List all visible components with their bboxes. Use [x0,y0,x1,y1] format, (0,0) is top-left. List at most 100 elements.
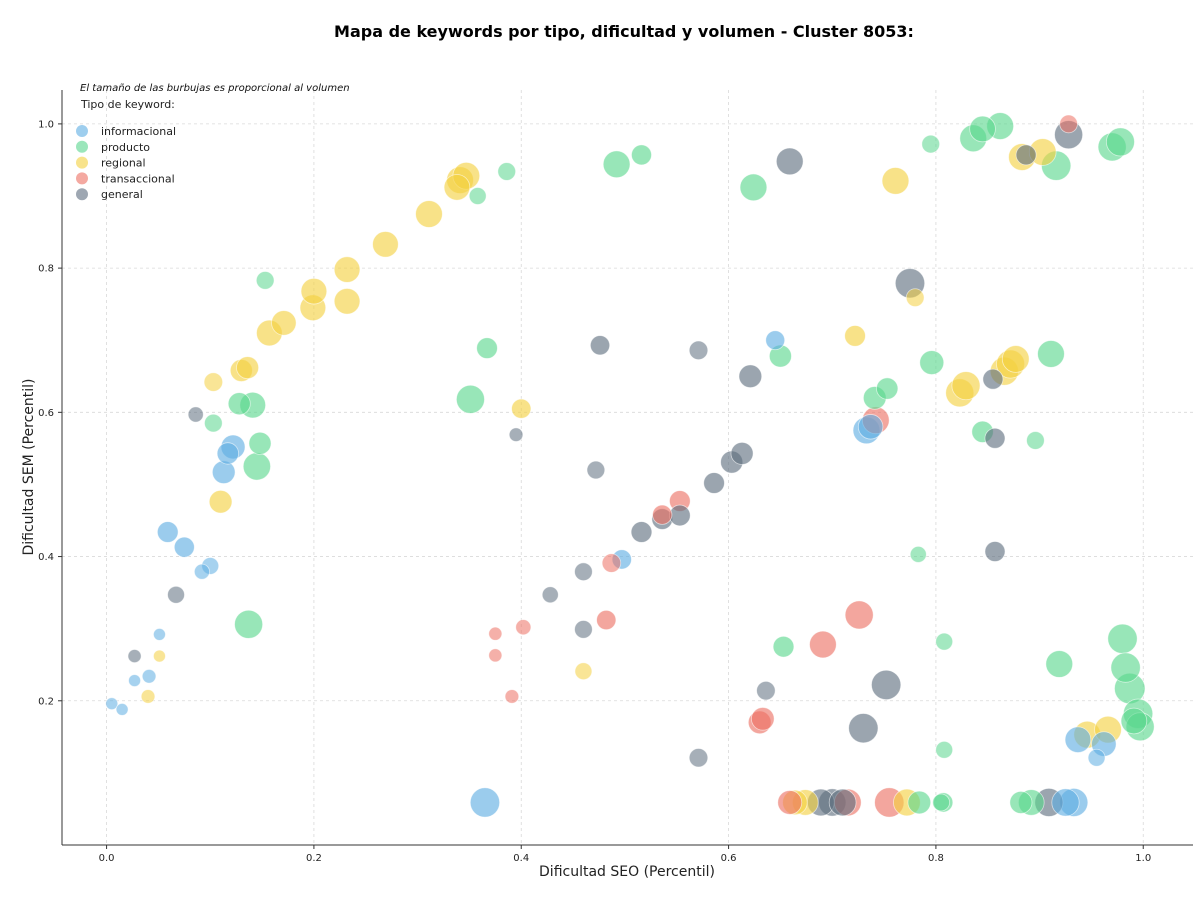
bubble-regional [443,174,471,201]
bubble-producto [1105,127,1135,157]
bubble-general [589,335,611,356]
bubble-producto [969,115,996,143]
legend-label-regional: regional [101,157,146,170]
bubble-regional [1001,345,1030,373]
bubble-informacional [1064,726,1092,753]
bubble-general [984,427,1006,449]
legend: Tipo de keyword: informacional producto re… [76,98,176,201]
axes [61,90,1193,846]
bubble-producto [497,162,517,181]
bubble-transaccional [515,619,532,636]
bubble-informacional [211,460,236,484]
bubble-general [669,504,691,527]
legend-title: Tipo de keyword: [80,98,175,111]
bubble-regional [300,277,328,305]
bubble-regional [881,167,910,195]
bubble-producto [602,150,631,179]
bubble-informacional [857,414,884,440]
bubble-regional [333,256,361,283]
bubble-general [167,585,185,604]
bubble-producto [919,350,945,375]
bubble-producto [907,790,932,815]
bubble-regional [844,325,866,347]
bubble-producto [476,337,498,359]
bubble-producto [1026,431,1045,450]
bubble-producto [935,740,954,759]
bubble-producto [468,187,487,205]
x-axis-label: Dificultad SEO (Percentil) [539,864,715,880]
y-axis-label: Dificultad SEM (Percentil) [21,379,37,556]
bubble-general [1015,144,1037,166]
bubble-producto [1110,652,1141,683]
bubble-informacional [156,521,179,543]
bubble-general [688,748,709,768]
legend-marker-general [76,188,88,201]
bubble-general [756,680,776,701]
bubble-transaccional [1059,114,1078,134]
bubble-producto [1037,340,1065,368]
bubble-informacional [1051,788,1080,817]
bubble-producto [227,392,251,416]
bubble-regional [203,372,224,392]
bubble-regional [415,200,443,228]
bubble-general [982,368,1004,390]
bubble-producto [1045,650,1074,678]
bubble-regional [271,310,297,336]
legend-marker-informacional [76,125,88,137]
legend-marker-producto [76,140,88,153]
x-tick-label: 0.6 [721,853,737,864]
bubble-general [703,472,725,494]
bubble-informacional [765,330,786,351]
x-tick-label: 1.0 [1135,853,1151,864]
x-ticks: 0.0 0.2 0.4 0.6 0.8 1.0 [99,845,1151,864]
bubble-producto [204,413,223,433]
legend-label-producto: producto [101,141,150,154]
bubble-producto [242,452,271,481]
bubble-producto [909,545,927,563]
bubble-transaccional [488,626,503,641]
bubble-regional [333,288,361,315]
bubble-transaccional [504,689,520,704]
bubble-producto [1120,707,1148,735]
x-tick-label: 0.4 [513,853,529,864]
bubble-transaccional [652,504,673,525]
bubble-producto [631,144,652,166]
bubble-regional [905,288,925,307]
bubble-general [187,406,204,423]
bubble-regional [208,489,233,514]
bubble-general [127,649,142,664]
bubble-informacional [153,628,166,641]
bubble-regional [140,689,156,704]
bubble-informacional [193,563,210,580]
chart-title: Mapa de keywords por tipo, dificultad y … [334,22,914,41]
bubble-producto [1107,623,1138,654]
bubble-general [775,147,804,176]
bubble-general [848,713,879,744]
bubble-producto [935,632,954,651]
bubble-transaccional [751,707,775,731]
bubbles [105,112,1155,818]
bubble-general [688,340,709,361]
y-tick-label: 0.6 [38,408,54,419]
bubble-general [508,427,524,442]
bubble-general [871,669,902,701]
bubble-regional [153,649,166,663]
bubble-general [541,586,559,604]
bubble-informacional [115,703,129,716]
bubble-general [738,364,763,389]
bubble-general [574,620,593,639]
x-tick-label: 0.2 [306,853,322,864]
legend-label-informacional: informacional [101,125,176,138]
bubble-general [574,562,593,581]
bubble-transaccional [844,600,874,630]
bubble-producto [932,793,950,812]
y-tick-label: 0.4 [38,552,54,563]
bubble-general [586,460,606,480]
legend-label-general: general [101,188,143,201]
bubble-producto [772,635,795,658]
y-tick-label: 0.8 [38,264,54,275]
x-tick-label: 0.8 [928,853,944,864]
bubble-regional [511,398,532,419]
legend-marker-regional [76,156,88,169]
